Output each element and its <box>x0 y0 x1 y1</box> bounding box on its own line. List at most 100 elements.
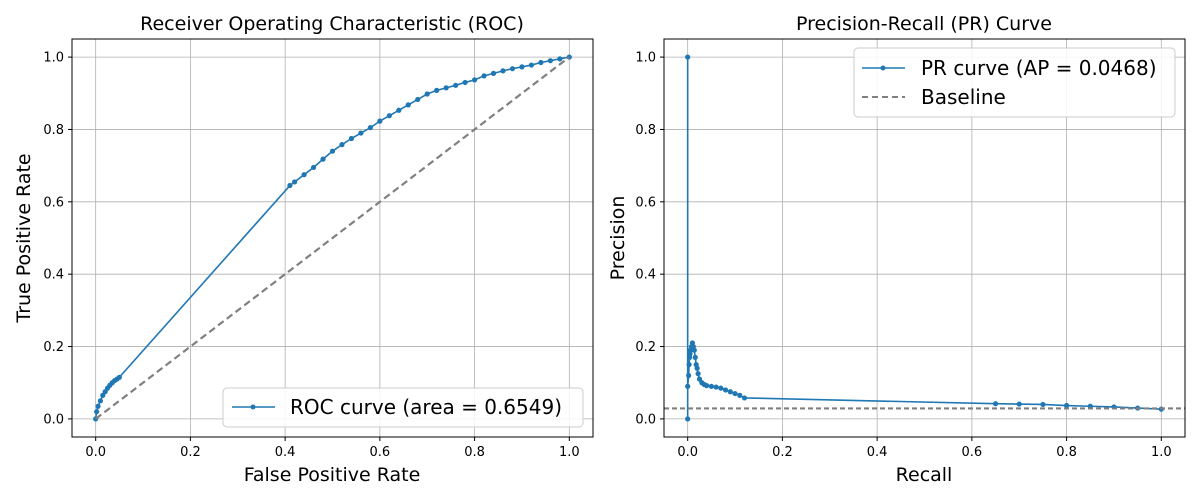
roc-series <box>93 54 572 422</box>
pr-ytick-label: 0.6 <box>635 195 656 210</box>
pr-xtick-label: 0.6 <box>962 445 983 460</box>
pr-yticks: 0.0 0.2 0.4 0.6 0.8 1.0 <box>635 51 664 427</box>
roc-data-point <box>557 56 563 62</box>
roc-ylabel: True Positive Rate <box>13 153 35 323</box>
roc-data-point <box>462 79 468 86</box>
roc-data-point <box>415 96 421 103</box>
pr-ytick-label: 0.0 <box>635 412 656 427</box>
roc-data-point <box>310 164 317 171</box>
pr-data-point <box>741 395 748 401</box>
pr-xlabel: Recall <box>896 464 953 486</box>
roc-data-point <box>95 403 101 409</box>
pr-data-point <box>685 54 691 60</box>
pr-legend-swatch-dot <box>880 65 886 71</box>
pr-xtick-label: 0.0 <box>677 445 698 460</box>
pr-legend-label: PR curve (AP = 0.0468) <box>921 56 1157 80</box>
roc-legend-box <box>222 387 584 428</box>
pr-data-point <box>1016 401 1022 407</box>
roc-ytick-label: 1.0 <box>43 51 64 66</box>
pr-data-point <box>1040 401 1046 408</box>
pr-data-point <box>686 362 692 368</box>
roc-xticks: 0.0 0.2 0.4 0.6 0.8 1.0 <box>85 437 580 460</box>
roc-data-point <box>94 409 100 415</box>
roc-panel: 0.0 0.2 0.4 0.6 0.8 1.0 0.0 0.2 0.4 0.6 0.8 1.0 Re… <box>13 13 594 486</box>
roc-data-point <box>481 73 487 79</box>
roc-data-point <box>339 142 345 148</box>
roc-title: Receiver Operating Characteristic (ROC) <box>140 13 524 35</box>
roc-xtick-label: 0.4 <box>275 445 296 460</box>
pr-title: Precision-Recall (PR) Curve <box>796 13 1052 35</box>
pr-data-point <box>708 383 714 389</box>
roc-data-point <box>97 398 104 404</box>
pr-xtick-label: 0.8 <box>1056 445 1077 460</box>
roc-data-point <box>471 77 478 83</box>
pr-ytick-label: 0.4 <box>635 268 656 283</box>
roc-data-point <box>519 64 525 70</box>
roc-data-point <box>320 156 326 162</box>
roc-grid <box>72 39 593 437</box>
roc-ytick-label: 0.6 <box>43 195 64 210</box>
pr-legend-baseline-label: Baseline <box>921 85 1006 109</box>
pr-xticks: 0.0 0.2 0.4 0.6 0.8 1.0 <box>677 437 1172 460</box>
roc-data-point <box>547 58 553 64</box>
roc-data-point <box>500 68 506 74</box>
pr-ylabel: Precision <box>607 196 629 281</box>
roc-data-point <box>453 82 459 88</box>
roc-data-point <box>490 70 497 76</box>
roc-data-point <box>424 91 430 97</box>
pr-data-point <box>737 392 743 398</box>
roc-data-point <box>358 130 364 136</box>
roc-data-point <box>377 118 383 124</box>
pr-data-point <box>691 347 697 353</box>
pr-ytick-label: 1.0 <box>635 51 656 66</box>
pr-data-point <box>694 365 700 371</box>
pr-data-point <box>727 389 733 395</box>
roc-data-point <box>538 59 544 66</box>
roc-data-point <box>301 172 307 178</box>
roc-data-point <box>509 66 516 72</box>
roc-data-point <box>367 125 373 131</box>
pr-data-point <box>732 390 738 397</box>
roc-data-point <box>528 62 535 68</box>
roc-legend-label: ROC curve (area = 0.6549) <box>290 395 562 419</box>
pr-data-point <box>992 401 999 407</box>
roc-data-point <box>396 107 402 113</box>
roc-data-point <box>405 102 411 108</box>
pr-data-point <box>695 371 701 377</box>
roc-data-point <box>348 135 355 142</box>
roc-xtick-label: 0.2 <box>180 445 201 460</box>
pr-data-point <box>692 354 698 360</box>
pr-data-point <box>722 387 729 393</box>
roc-xtick-label: 1.0 <box>559 445 580 460</box>
pr-xtick-label: 0.4 <box>867 445 888 460</box>
roc-legend: ROC curve (area = 0.6549) <box>222 387 584 428</box>
roc-xtick-label: 0.0 <box>85 445 106 460</box>
pr-legend: PR curve (AP = 0.0468) Baseline <box>853 47 1176 118</box>
roc-data-point <box>292 179 298 185</box>
pr-legend-box <box>853 47 1176 118</box>
pr-data-point <box>685 383 691 389</box>
roc-legend-swatch-dot <box>250 404 256 410</box>
roc-data-point <box>386 113 392 119</box>
roc-data-point <box>116 374 122 380</box>
roc-data-point <box>434 87 440 93</box>
roc-data-point <box>287 182 293 189</box>
pr-data-point <box>704 383 710 389</box>
pr-panel: 0.0 0.2 0.4 0.6 0.8 1.0 0.0 0.2 0.4 0.6 0.8 1.0 Pr… <box>607 13 1186 486</box>
roc-yticks: 0.0 0.2 0.4 0.6 0.8 1.0 <box>43 51 72 427</box>
pr-ytick-label: 0.2 <box>635 340 656 355</box>
pr-data-point <box>1063 402 1070 409</box>
roc-xlabel: False Positive Rate <box>244 464 421 486</box>
roc-data-point <box>329 148 336 154</box>
roc-axes-frame <box>71 38 594 438</box>
pr-data-point <box>685 416 691 422</box>
roc-ytick-label: 0.8 <box>43 123 64 138</box>
roc-data-point <box>443 85 449 91</box>
roc-ytick-label: 0.4 <box>43 268 64 283</box>
pr-xtick-label: 0.2 <box>772 445 793 460</box>
roc-ytick-label: 0.0 <box>43 412 64 427</box>
roc-ytick-label: 0.2 <box>43 340 64 355</box>
pr-series <box>664 54 1185 422</box>
pr-ytick-label: 0.8 <box>635 123 656 138</box>
